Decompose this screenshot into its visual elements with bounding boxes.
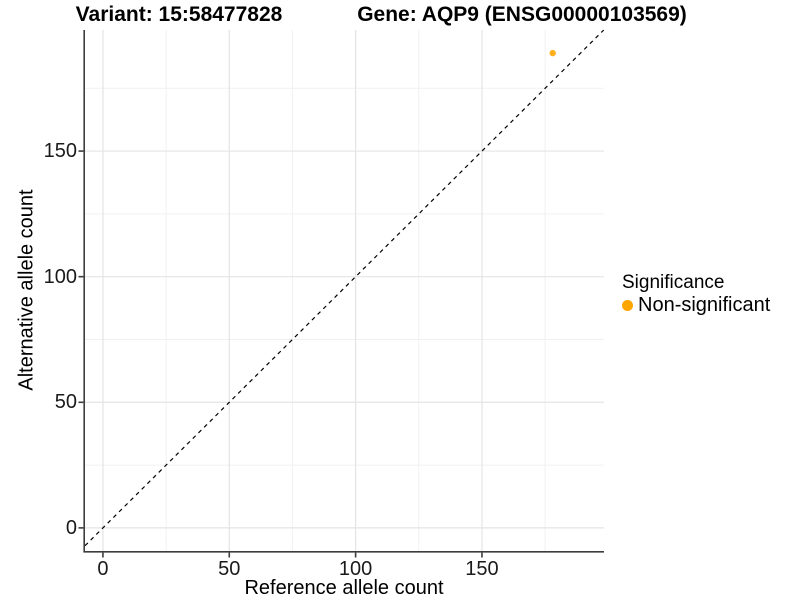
legend-title: Significance xyxy=(622,272,725,293)
variant-title: Variant: 15:58477828 xyxy=(75,3,283,26)
legend-item-label: Non-significant xyxy=(638,294,771,316)
y-tick-label: 0 xyxy=(65,516,77,539)
gene-title: Gene: AQP9 (ENSG00000103569) xyxy=(357,3,687,26)
y-tick-label: 100 xyxy=(43,265,77,288)
identity-reference-line xyxy=(84,29,605,547)
y-tick-label: 50 xyxy=(54,391,77,414)
legend: Significance Non-significant xyxy=(622,272,770,316)
legend-item-non-significant: Non-significant xyxy=(622,294,770,316)
x-tick-label: 50 xyxy=(218,558,241,580)
x-tick-label: 100 xyxy=(338,558,373,580)
y-axis-title: Alternative allele count xyxy=(15,189,38,391)
y-tick-label: 150 xyxy=(43,140,77,163)
data-point-non-significant xyxy=(549,49,556,57)
x-tick-label: 150 xyxy=(465,558,499,580)
non-significant-point-icon xyxy=(622,299,633,311)
x-axis-title: Reference allele count xyxy=(244,577,444,599)
x-tick-label: 0 xyxy=(97,558,109,580)
